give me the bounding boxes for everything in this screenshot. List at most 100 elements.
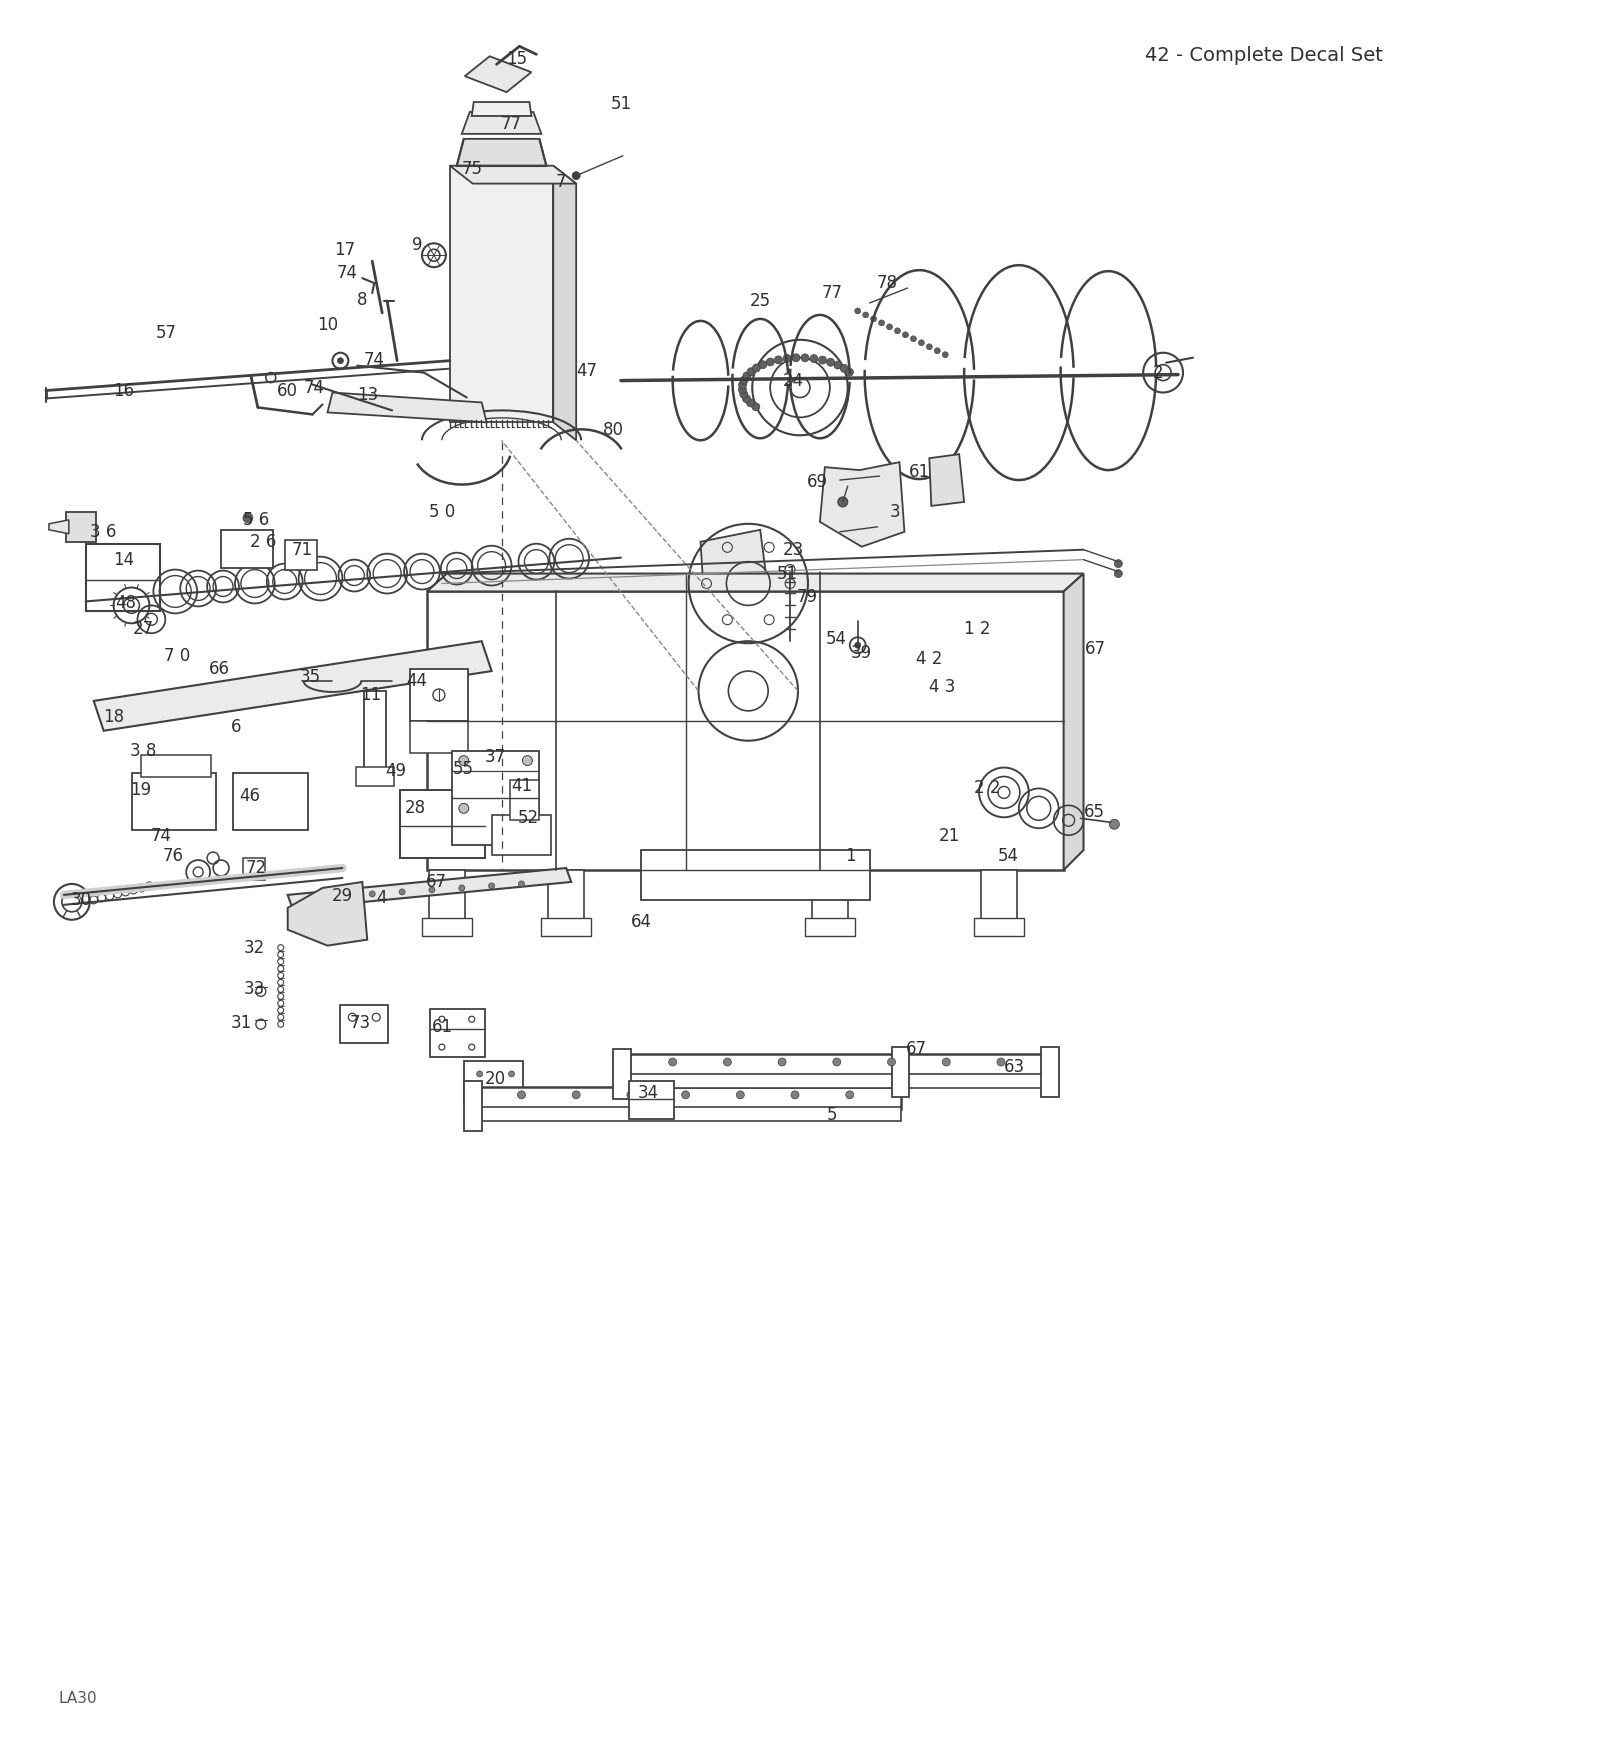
Polygon shape [1064, 573, 1083, 870]
Text: 25: 25 [750, 292, 771, 309]
Text: 3 6: 3 6 [91, 522, 117, 542]
Text: 4 2: 4 2 [917, 650, 942, 667]
Bar [974, 917, 1024, 936]
Circle shape [790, 1090, 798, 1099]
Text: 49: 49 [386, 762, 406, 779]
Bar [430, 1010, 485, 1057]
Circle shape [834, 1059, 840, 1066]
Circle shape [854, 307, 861, 314]
Text: 1 2: 1 2 [963, 620, 990, 638]
Bar [422, 917, 472, 936]
Circle shape [736, 1090, 744, 1099]
Bar [221, 529, 272, 568]
Text: 14: 14 [114, 550, 134, 568]
Text: 13: 13 [357, 386, 378, 404]
Polygon shape [472, 101, 531, 115]
Text: 65: 65 [1083, 804, 1106, 821]
Text: 24: 24 [782, 372, 803, 390]
Text: 6: 6 [230, 718, 242, 735]
Text: 9: 9 [411, 236, 422, 255]
Circle shape [792, 355, 800, 362]
Circle shape [910, 335, 917, 342]
Bar [400, 790, 485, 858]
Bar [131, 772, 216, 830]
Polygon shape [288, 868, 571, 908]
Circle shape [398, 889, 405, 894]
Circle shape [523, 804, 533, 814]
Text: 60: 60 [277, 381, 298, 400]
Text: 66: 66 [208, 660, 229, 678]
Text: 3: 3 [890, 503, 899, 521]
Circle shape [739, 390, 747, 398]
Text: 77: 77 [501, 115, 522, 133]
Circle shape [627, 1090, 635, 1099]
Bar [541, 917, 590, 936]
Polygon shape [701, 529, 768, 606]
Text: 41: 41 [510, 777, 533, 795]
Text: 2 2: 2 2 [974, 779, 1000, 797]
Circle shape [894, 328, 901, 334]
Bar [622, 1074, 1051, 1088]
Text: 23: 23 [782, 540, 803, 559]
Bar [427, 592, 1064, 870]
Text: 17: 17 [334, 241, 355, 259]
Text: 18: 18 [102, 708, 125, 725]
Text: 74: 74 [338, 264, 358, 283]
Bar [464, 1060, 523, 1102]
Circle shape [488, 882, 494, 889]
Circle shape [782, 355, 790, 362]
Circle shape [870, 316, 877, 321]
Polygon shape [50, 521, 69, 535]
Circle shape [838, 496, 848, 507]
Text: 79: 79 [797, 589, 818, 606]
Text: 4: 4 [376, 889, 387, 907]
Polygon shape [328, 393, 486, 423]
Text: 80: 80 [603, 421, 624, 438]
Bar [141, 755, 211, 776]
Text: 5 0: 5 0 [429, 503, 454, 521]
Text: 33: 33 [243, 980, 264, 998]
Text: 11: 11 [360, 687, 381, 704]
Bar [811, 870, 848, 919]
Bar [285, 540, 317, 570]
Text: 63: 63 [1005, 1059, 1026, 1076]
Circle shape [878, 320, 885, 327]
Circle shape [370, 891, 376, 896]
Text: 77: 77 [821, 285, 842, 302]
Circle shape [339, 893, 346, 900]
Circle shape [827, 358, 835, 367]
Text: 19: 19 [130, 781, 150, 800]
Circle shape [886, 323, 893, 330]
Bar [629, 1081, 674, 1118]
Circle shape [723, 1059, 731, 1066]
Bar [491, 816, 552, 854]
Text: 3 8: 3 8 [130, 742, 157, 760]
Circle shape [840, 365, 848, 372]
Circle shape [862, 313, 869, 318]
Bar [622, 1053, 1051, 1076]
Circle shape [573, 171, 581, 180]
Bar [981, 870, 1018, 919]
Bar [451, 751, 539, 846]
Bar [86, 543, 160, 611]
Text: 52: 52 [518, 809, 539, 828]
Text: 48: 48 [115, 594, 136, 613]
Polygon shape [554, 166, 576, 440]
Text: 69: 69 [806, 473, 827, 491]
Text: 21: 21 [939, 826, 960, 846]
Circle shape [742, 372, 750, 379]
Text: 37: 37 [485, 748, 506, 765]
Text: 47: 47 [576, 362, 598, 379]
Text: 74: 74 [363, 351, 384, 369]
Bar [1040, 1046, 1059, 1097]
Bar [464, 1081, 482, 1130]
Circle shape [518, 880, 525, 887]
Circle shape [739, 381, 747, 390]
Text: 27: 27 [133, 620, 154, 638]
Bar [509, 781, 539, 821]
Circle shape [1109, 819, 1120, 830]
Text: 78: 78 [877, 274, 898, 292]
Circle shape [819, 356, 827, 363]
Circle shape [459, 804, 469, 814]
Circle shape [1114, 570, 1122, 578]
